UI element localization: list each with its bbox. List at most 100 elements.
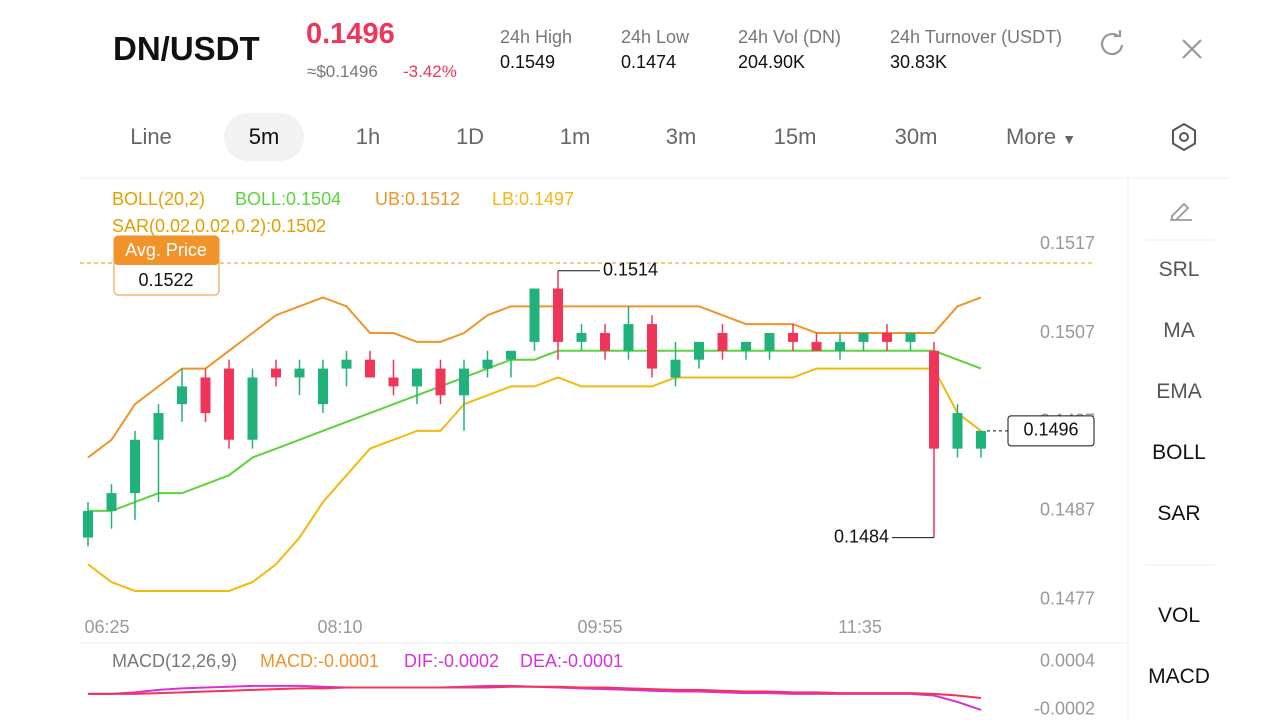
candle-body [788, 333, 798, 342]
candle-body [506, 350, 516, 360]
candle-body [835, 341, 845, 351]
stat-label: 24h Vol (DN) [738, 27, 842, 47]
candle-body [318, 368, 328, 405]
candle-body [858, 333, 869, 342]
candle-body [553, 288, 563, 342]
avg-price-head [114, 236, 219, 265]
ub-label: UB:0.1512 [375, 189, 460, 209]
stat-label: 24h Turnover (USDT) [890, 27, 1063, 47]
candle-body [952, 413, 963, 449]
x-tick-label: 11:35 [838, 617, 882, 637]
candle-body [764, 333, 775, 351]
boll-line [87, 367, 982, 592]
stat-label: 24h High [500, 27, 573, 47]
sidebar-item[interactable]: SAR [1157, 502, 1201, 525]
candle-body [741, 341, 751, 351]
sidebar-item[interactable]: VOL [1157, 604, 1201, 627]
low-label: 0.1484 [834, 526, 889, 546]
avg-price-title: Avg. Price [125, 240, 207, 260]
candle-body [200, 377, 211, 414]
usd-price: ≈$0.1496 [307, 62, 378, 81]
stat-value: 30.83K [890, 52, 948, 72]
dif-label: DIF:-0.0002 [404, 651, 499, 671]
y-tick-label: 0.1487 [1040, 500, 1095, 520]
timeframe-tab[interactable]: Line [130, 124, 172, 149]
candle-body [670, 359, 681, 378]
sidebar-item[interactable]: BOLL [1152, 441, 1206, 464]
candle-body [623, 324, 634, 351]
sidebar-item[interactable]: EMA [1156, 380, 1202, 403]
change: -3.42% [403, 62, 457, 81]
candle-body [717, 333, 728, 351]
candle-body [130, 439, 140, 494]
high-label: 0.1514 [603, 259, 658, 279]
macd-line [88, 684, 982, 711]
candle-body [976, 430, 986, 449]
macd-label: MACD:-0.0001 [260, 651, 379, 671]
candle-body [83, 510, 93, 538]
price: 0.1496 [306, 18, 395, 50]
x-tick-label: 06:25 [84, 617, 129, 637]
macd-line [88, 685, 982, 699]
candle-body [694, 341, 704, 360]
stat-value: 0.1549 [500, 52, 556, 72]
candle-body [365, 359, 375, 378]
timeframe-tab[interactable]: More ▼ [1005, 124, 1077, 149]
candle-body [412, 368, 422, 387]
timeframe-tab[interactable]: 1h [355, 124, 381, 149]
candle-body [388, 377, 399, 387]
candle-body [647, 324, 657, 369]
x-tick-label: 08:10 [317, 617, 362, 637]
candle-body [341, 359, 352, 369]
boll-line [88, 349, 982, 512]
candle-body [177, 386, 187, 405]
sidebar-item[interactable]: MACD [1148, 665, 1210, 688]
candle-body [294, 368, 305, 378]
timeframe-tab[interactable]: 1D [455, 124, 485, 149]
candle-body [224, 368, 234, 440]
dropdown-caret: ▼ [1062, 131, 1077, 147]
macd-title: MACD(12,26,9) [112, 651, 237, 671]
candle-body [153, 413, 164, 440]
pair: DN/USDT [113, 30, 260, 67]
candle-body [929, 350, 939, 449]
candle-body [247, 377, 258, 440]
y-tick-label: 0.1517 [1040, 233, 1095, 253]
timeframe-tab[interactable]: 3m [665, 124, 697, 149]
candle-body [905, 333, 916, 342]
last-price-box [1007, 415, 1095, 447]
boll-label: BOLL(20,2) [112, 189, 205, 209]
sidebar-item[interactable]: MA [1163, 319, 1195, 342]
candle-body [811, 341, 822, 351]
stat-label: 24h Low [621, 27, 690, 47]
y-tick-label: -0.0002 [1034, 699, 1095, 719]
timeframe-tab[interactable]: 30m [894, 124, 938, 149]
candle-body [576, 333, 587, 342]
sar-label: SAR(0.02,0.02,0.2):0.1502 [112, 216, 326, 236]
stat-value: 0.1474 [621, 52, 677, 72]
stat-value: 204.90K [738, 52, 806, 72]
y-tick-label: 0.1507 [1040, 322, 1095, 342]
boll-mid-label: BOLL:0.1504 [235, 189, 341, 209]
sidebar-item[interactable]: SRL [1158, 258, 1200, 281]
lb-label: LB:0.1497 [492, 189, 574, 209]
y-tick-label: 0.0004 [1040, 651, 1095, 671]
candle-body [435, 368, 446, 396]
timeframe-tab[interactable]: 5m [224, 113, 304, 161]
timeframe-tab[interactable]: 1m [559, 124, 591, 149]
candle-body [106, 493, 117, 511]
candle-body [600, 333, 610, 351]
candle-body [882, 333, 892, 342]
dea-label: DEA:-0.0001 [520, 651, 623, 671]
candle-body [482, 359, 493, 369]
candle-body [271, 368, 281, 378]
candle-body [529, 288, 540, 342]
x-tick-label: 09:55 [577, 617, 622, 637]
timeframe-tab[interactable]: 15m [773, 124, 817, 149]
y-tick-label: 0.1477 [1040, 589, 1095, 609]
last-price-label: 0.1496 [1023, 420, 1078, 440]
candle-body [459, 368, 469, 396]
avg-price-value: 0.1522 [138, 270, 193, 290]
